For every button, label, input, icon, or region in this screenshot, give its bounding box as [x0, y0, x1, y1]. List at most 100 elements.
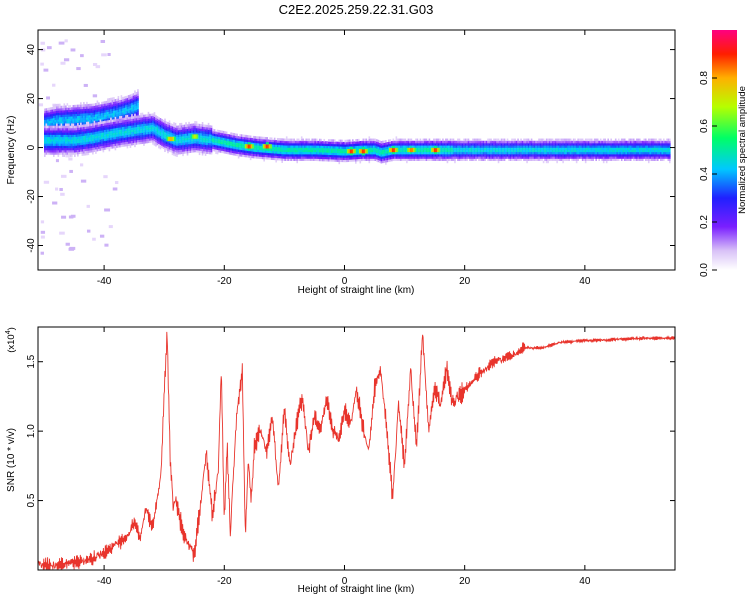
heatmap-cell [595, 149, 597, 153]
heatmap-cell [149, 116, 151, 119]
heatmap-cell [464, 151, 467, 155]
heatmap-cell [598, 149, 600, 153]
heatmap-cell [311, 153, 314, 157]
heatmap-cell [418, 151, 420, 155]
heatmap-cell [481, 145, 483, 148]
heatmap-cell [376, 143, 378, 147]
heatmap-cell [551, 138, 554, 142]
heatmap-cell [144, 138, 147, 142]
heatmap-cell [373, 151, 375, 155]
heatmap-cell [84, 126, 87, 130]
heatmap-cell [195, 123, 198, 127]
heatmap-cell [110, 106, 112, 110]
heatmap-cell [230, 145, 232, 149]
heatmap-cell [137, 106, 139, 110]
heatmap-cell [164, 129, 166, 133]
heatmap-cell [104, 138, 106, 142]
heatmap-cell [386, 157, 389, 161]
heatmap-cell [180, 144, 183, 148]
heatmap-cell [529, 147, 531, 150]
heatmap-cell [65, 114, 67, 117]
heatmap-cell [518, 142, 521, 146]
heatmap-cell [143, 121, 145, 124]
heatmap-cell [44, 152, 46, 155]
heatmap-cell [102, 129, 105, 133]
heatmap-cell [78, 108, 81, 112]
heatmap-cell [374, 158, 377, 161]
heatmap-cell [81, 148, 84, 152]
heatmap-cell [598, 140, 600, 144]
heatmap-cell [95, 140, 97, 143]
heatmap-cell [508, 156, 510, 159]
heatmap-cell [309, 140, 312, 144]
heatmap-cell [398, 149, 401, 153]
heatmap-cell [120, 106, 123, 109]
heatmap-cell [455, 153, 458, 157]
heatmap-cell [284, 145, 286, 148]
heatmap-cell [261, 152, 264, 155]
heatmap-cell [110, 97, 112, 101]
heatmap-cell [60, 121, 63, 124]
heatmap-cell [386, 144, 389, 147]
heatmap-cell [583, 147, 585, 150]
heatmap-cell [330, 152, 333, 156]
heatmap-cell [216, 140, 219, 144]
heatmap-cell [108, 128, 111, 132]
heatmap-cell [275, 151, 277, 154]
heatmap-cell [204, 148, 207, 152]
heatmap-cell [113, 130, 115, 133]
heatmap-cell [502, 138, 504, 142]
heatmap-cell [485, 147, 488, 150]
heatmap-cell [105, 138, 108, 141]
heatmap-cell [359, 140, 362, 144]
heatmap-cell [499, 156, 501, 159]
heatmap-cell [126, 134, 129, 138]
heatmap-cell [144, 123, 147, 126]
heatmap-cell [86, 143, 88, 147]
heatmap-cell [258, 154, 261, 157]
heatmap-cell [508, 158, 510, 161]
heatmap-cell [224, 142, 226, 145]
heatmap-cell [499, 153, 501, 157]
heatmap-cell [370, 138, 372, 142]
heatmap-cell [285, 140, 288, 144]
heatmap-cell [542, 151, 545, 155]
heatmap-cell [397, 153, 399, 157]
heatmap-cell [484, 156, 486, 159]
heatmap-cell [512, 140, 515, 144]
heatmap-cell [80, 133, 82, 137]
heatmap-cell [140, 130, 142, 134]
heatmap-cell [119, 106, 121, 110]
heatmap-cell [398, 145, 401, 148]
heatmap-cell [377, 141, 380, 145]
heatmap-cell [264, 141, 267, 144]
heatmap-cell [126, 104, 129, 107]
heatmap-cell [75, 140, 78, 144]
heatmap-cell [409, 151, 411, 155]
heatmap-cell [93, 107, 96, 111]
heatmap-cell [173, 131, 175, 134]
heatmap-cell [122, 126, 124, 130]
heatmap-cell [568, 138, 570, 142]
heatmap-cell [296, 147, 299, 150]
heatmap-cell [233, 150, 235, 154]
heatmap-cell [263, 154, 265, 158]
heatmap-cell [234, 150, 237, 154]
heatmap-cell [185, 131, 187, 134]
heatmap-cell [53, 132, 55, 135]
heatmap-cell [370, 142, 372, 146]
heatmap-cell [63, 105, 66, 109]
heatmap-cell [571, 153, 573, 157]
heatmap-cell [198, 126, 201, 129]
heatmap-cell [69, 120, 72, 124]
heatmap-cell [395, 158, 398, 161]
heatmap-cell [586, 151, 588, 155]
heatmap-cell [371, 142, 374, 146]
heatmap-cell [442, 151, 444, 155]
heatmap-cell [62, 134, 64, 138]
heatmap-cell [509, 156, 512, 159]
heatmap-cell [119, 120, 121, 124]
heatmap-cell [89, 112, 91, 116]
heatmap-cell [155, 141, 157, 145]
heatmap-cell [150, 124, 153, 128]
